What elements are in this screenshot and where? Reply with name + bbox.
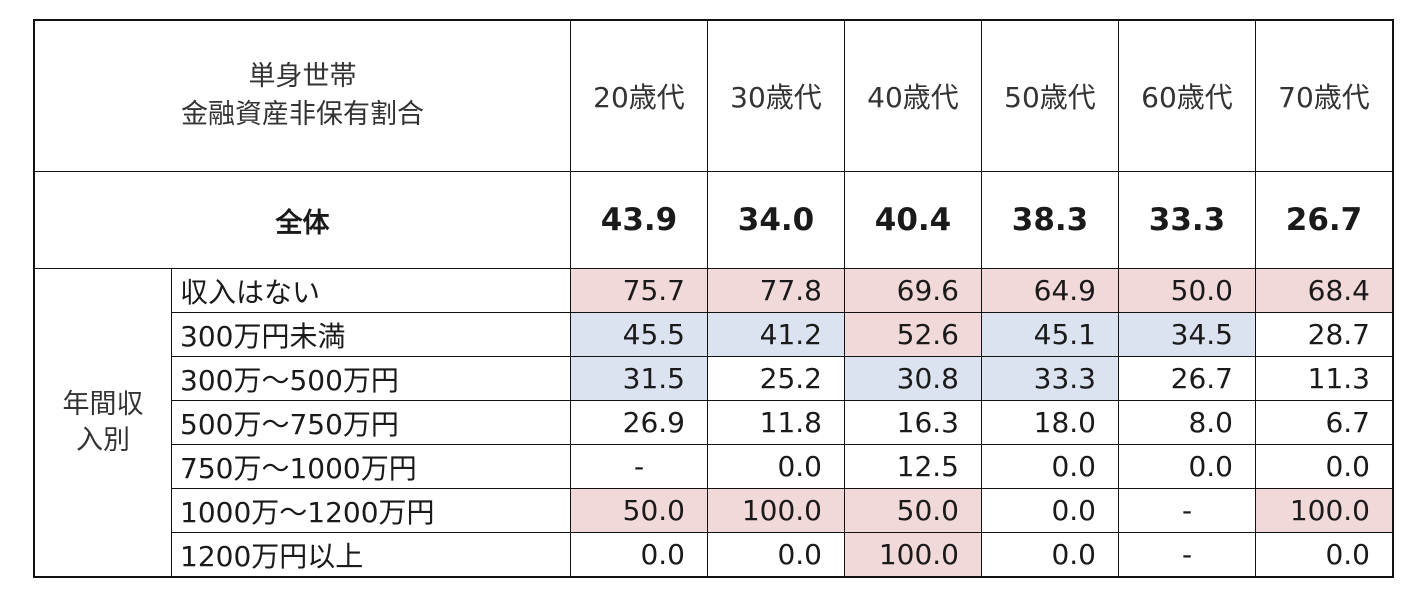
table-cell: 18.0	[981, 400, 1119, 445]
column-header: 50歳代	[981, 19, 1119, 172]
table-cell: 50.0	[844, 488, 982, 533]
table-cell: 16.3	[844, 400, 982, 445]
table-cell: 45.5	[570, 312, 708, 357]
asset-holding-table: 単身世帯 金融資産非保有割合 20歳代 30歳代 40歳代 50歳代 60歳代 …	[33, 19, 1394, 578]
income-bracket-label: 収入はない	[171, 268, 571, 313]
table-cell: 0.0	[1118, 444, 1256, 489]
table-cell: 0.0	[707, 532, 845, 578]
table-row: 1000万～1200万円 50.0 100.0 50.0 0.0-100.0	[34, 488, 1394, 533]
table-cell: 11.3	[1255, 356, 1394, 401]
total-value: 33.3	[1118, 171, 1256, 269]
table-row: 1200万円以上 0.0 0.0 100.0 0.0-0.0	[34, 532, 1394, 578]
group-label-line-2: 入別	[76, 424, 130, 456]
table-cell: 45.1	[981, 312, 1119, 357]
column-header: 60歳代	[1118, 19, 1256, 172]
total-label: 全体	[33, 171, 571, 269]
table-row: 750万～1000万円 -0.0 12.5 0.0 0.0 0.0	[34, 444, 1394, 489]
table-cell: 41.2	[707, 312, 845, 357]
total-row: 全体 43.9 34.0 40.4 38.3 33.3 26.7	[33, 171, 1394, 269]
income-bracket-label: 300万円未満	[171, 312, 571, 357]
income-rows: 年間収 入別 収入はない 75.7 77.8 69.6 64.9 50.0 68.4 300万円未…	[33, 268, 1394, 578]
table-cell: 75.7	[570, 268, 708, 313]
table-cell: 50.0	[570, 488, 708, 533]
income-bracket-label: 500万～750万円	[171, 400, 571, 445]
table-row: 300万～500万円 31.5 25.2 30.8 33.3 26.7 11.3	[34, 356, 1394, 401]
table-cell: 0.0	[981, 532, 1119, 578]
table-cell: 100.0	[1255, 488, 1394, 533]
table-cell: 0.0	[570, 532, 708, 578]
table-cell: 26.7	[1118, 356, 1256, 401]
table-cell: 52.6	[844, 312, 982, 357]
column-header: 40歳代	[844, 19, 982, 172]
table-cell: 12.5	[844, 444, 982, 489]
table-cell: 69.6	[844, 268, 982, 313]
table-cell: 0.0	[707, 444, 845, 489]
table-row: 300万円未満 45.5 41.2 52.6 45.1 34.5 28.7	[34, 312, 1394, 357]
group-label-line-1: 年間収	[62, 388, 144, 420]
title-line-2: 金融資産非保有割合	[181, 99, 424, 130]
table-cell: 0.0	[1255, 444, 1394, 489]
income-bracket-label: 300万～500万円	[171, 356, 571, 401]
column-header: 20歳代	[570, 19, 708, 172]
table-cell: 30.8	[844, 356, 982, 401]
table-cell: 34.5	[1118, 312, 1256, 357]
table-cell: 26.9	[570, 400, 708, 445]
table-cell: 0.0	[1255, 532, 1394, 578]
income-group-label: 年間収 入別	[33, 268, 172, 578]
table-cell: 100.0	[707, 488, 845, 533]
table-cell: 31.5	[570, 356, 708, 401]
header-row: 単身世帯 金融資産非保有割合 20歳代 30歳代 40歳代 50歳代 60歳代 …	[33, 19, 1394, 172]
column-header: 70歳代	[1255, 19, 1394, 172]
income-bracket-label: 750万～1000万円	[171, 444, 571, 489]
total-value: 38.3	[981, 171, 1119, 269]
income-bracket-label: 1000万～1200万円	[171, 488, 571, 533]
table-cell: 33.3	[981, 356, 1119, 401]
column-header: 30歳代	[707, 19, 845, 172]
table-cell: 100.0	[844, 532, 982, 578]
total-value: 34.0	[707, 171, 845, 269]
table-cell: 50.0	[1118, 268, 1256, 313]
table-row: 500万～750万円 26.9 11.8 16.3 18.0 8.0 6.7	[34, 400, 1394, 445]
table-cell: 64.9	[981, 268, 1119, 313]
table-cell: 8.0	[1118, 400, 1256, 445]
table-cell: 11.8	[707, 400, 845, 445]
income-bracket-label: 1200万円以上	[171, 532, 571, 578]
table-cell: -	[1118, 488, 1256, 533]
table-title: 単身世帯 金融資産非保有割合	[33, 19, 571, 172]
table-cell: -	[570, 444, 708, 489]
table-cell: 0.0	[981, 488, 1119, 533]
table-cell: 77.8	[707, 268, 845, 313]
total-value: 40.4	[844, 171, 982, 269]
table-cell: -	[1118, 532, 1256, 578]
table-cell: 28.7	[1255, 312, 1394, 357]
title-line-1: 単身世帯	[248, 61, 357, 92]
table-row: 年間収 入別 収入はない 75.7 77.8 69.6 64.9 50.0 68.4	[33, 268, 1394, 578]
table-cell: 68.4	[1255, 268, 1394, 313]
total-value: 43.9	[570, 171, 708, 269]
table-cell: 6.7	[1255, 400, 1394, 445]
table-cell: 25.2	[707, 356, 845, 401]
total-value: 26.7	[1255, 171, 1394, 269]
table-cell: 0.0	[981, 444, 1119, 489]
